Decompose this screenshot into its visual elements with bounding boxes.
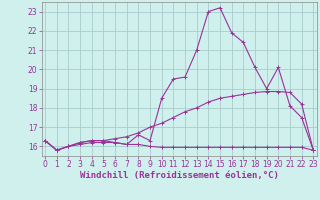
X-axis label: Windchill (Refroidissement éolien,°C): Windchill (Refroidissement éolien,°C) — [80, 171, 279, 180]
